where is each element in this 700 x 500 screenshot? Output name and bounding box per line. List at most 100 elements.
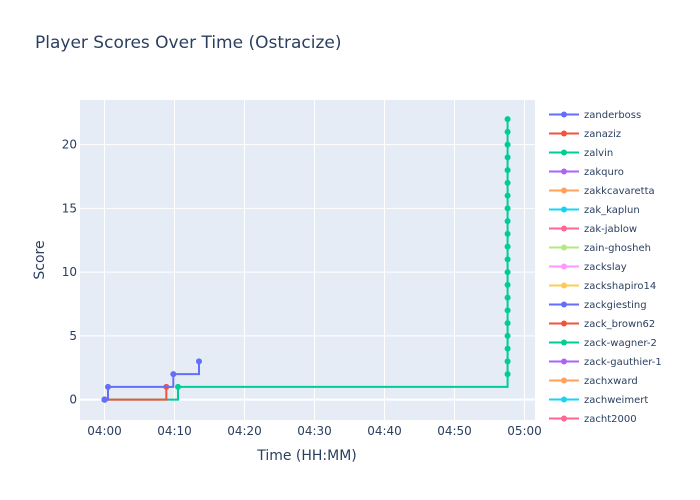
series-line [104, 386, 168, 401]
legend-item[interactable]: zakkcavaretta [549, 186, 655, 197]
data-point [196, 358, 202, 365]
legend-item[interactable]: zanaziz [549, 129, 621, 140]
x-tick-label: 04:20 [227, 424, 262, 438]
series-layer [101, 116, 511, 403]
legend-swatch-marker [561, 320, 567, 327]
legend-item[interactable]: zak-jablow [549, 224, 637, 235]
legend-item[interactable]: zanderboss [549, 110, 641, 121]
legend-swatch-marker [561, 206, 567, 213]
legend-item[interactable]: zak_kaplun [549, 205, 640, 216]
legend-label: zachweimert [584, 395, 648, 406]
data-point [504, 269, 511, 276]
data-point [504, 243, 511, 250]
plot-background [80, 100, 535, 420]
series-line [104, 361, 200, 401]
y-tick-label: 20 [62, 138, 77, 152]
legend-item[interactable]: zack-wagner-2 [549, 338, 657, 349]
legend-label: zakquro [584, 167, 624, 178]
data-point [504, 179, 511, 186]
legend-item[interactable]: zachweimert [549, 395, 648, 406]
data-point [504, 371, 511, 378]
legend-label: zack-wagner-2 [584, 338, 657, 349]
legend-swatch-marker [561, 168, 567, 175]
legend-label: zanaziz [584, 129, 621, 140]
legend-label: zak_kaplun [584, 205, 640, 216]
legend-item[interactable]: zacht2000 [549, 414, 637, 425]
series-zanderboss [101, 358, 202, 403]
legend-label: zack-gauthier-1 [584, 357, 662, 368]
y-tick-label: 15 [62, 201, 77, 215]
chart-title: Player Scores Over Time (Ostracize) [35, 33, 342, 53]
x-tick-label: 04:40 [367, 424, 402, 438]
data-point [101, 396, 108, 403]
data-point [504, 358, 511, 365]
data-point [504, 256, 511, 263]
legend-swatch-marker [561, 149, 567, 156]
x-tick-label: 04:50 [437, 424, 472, 438]
legend-swatch-marker [561, 111, 567, 118]
x-tick-label: 05:00 [507, 424, 542, 438]
legend-item[interactable]: zain-ghosheh [549, 243, 651, 254]
legend-item[interactable]: zack-gauthier-1 [549, 357, 662, 368]
y-axis-title: Score [32, 240, 48, 279]
series-zalvin [101, 116, 511, 403]
data-point [504, 332, 511, 339]
legend-label: zanderboss [584, 110, 641, 121]
legend-label: zak-jablow [584, 224, 637, 235]
legend-label: zalvin [584, 148, 613, 159]
data-point [504, 141, 511, 148]
legend-swatch-marker [561, 358, 567, 365]
legend-item[interactable]: zackgiesting [549, 300, 647, 311]
data-point [504, 167, 511, 174]
data-point [504, 218, 511, 225]
data-point [170, 371, 177, 378]
legend-swatch-marker [561, 225, 567, 232]
legend-item[interactable]: zackslay [549, 262, 627, 273]
legend-label: zacht2000 [584, 414, 637, 425]
data-point [504, 294, 511, 301]
data-point [504, 307, 511, 314]
legend-swatch-marker [561, 244, 567, 251]
legend-item[interactable]: zalvin [549, 148, 613, 159]
data-point [504, 116, 511, 123]
x-tick-label: 04:00 [87, 424, 122, 438]
data-point [504, 281, 511, 288]
x-tick-label: 04:30 [297, 424, 332, 438]
legend-item[interactable]: zack_brown62 [549, 319, 655, 330]
legend-swatch-marker [561, 415, 567, 422]
legend-swatch-marker [561, 263, 567, 270]
legend-label: zachxward [584, 376, 638, 387]
legend-label: zackgiesting [584, 300, 647, 311]
legend-item[interactable]: zachxward [549, 376, 638, 387]
legend[interactable]: zanderboss zanaziz zalvin zakquro zakkcavare… [549, 110, 662, 425]
legend-item[interactable]: zakquro [549, 167, 624, 178]
data-point [504, 345, 511, 352]
x-tick-label: 04:10 [157, 424, 192, 438]
legend-swatch-marker [561, 377, 567, 384]
y-tick-label: 10 [62, 265, 77, 279]
legend-swatch-marker [561, 130, 567, 137]
legend-swatch-marker [561, 282, 567, 289]
data-point [504, 128, 511, 135]
legend-label: zackshapiro14 [584, 281, 656, 292]
legend-item[interactable]: zackshapiro14 [549, 281, 656, 292]
y-tick-label: 0 [69, 393, 77, 407]
data-point [504, 320, 511, 327]
data-point [504, 154, 511, 161]
legend-swatch-marker [561, 187, 567, 194]
data-point [504, 230, 511, 237]
y-tick-label: 5 [69, 329, 77, 343]
legend-label: zakkcavaretta [584, 186, 655, 197]
legend-swatch-marker [561, 396, 567, 403]
x-axis-title: Time (HH:MM) [256, 448, 357, 464]
data-point [504, 205, 511, 212]
legend-swatch-marker [561, 301, 567, 308]
legend-label: zack_brown62 [584, 319, 655, 330]
data-point [105, 383, 111, 390]
legend-swatch-marker [561, 339, 567, 346]
legend-label: zain-ghosheh [584, 243, 651, 254]
data-point [175, 383, 181, 390]
legend-label: zackslay [584, 262, 627, 273]
